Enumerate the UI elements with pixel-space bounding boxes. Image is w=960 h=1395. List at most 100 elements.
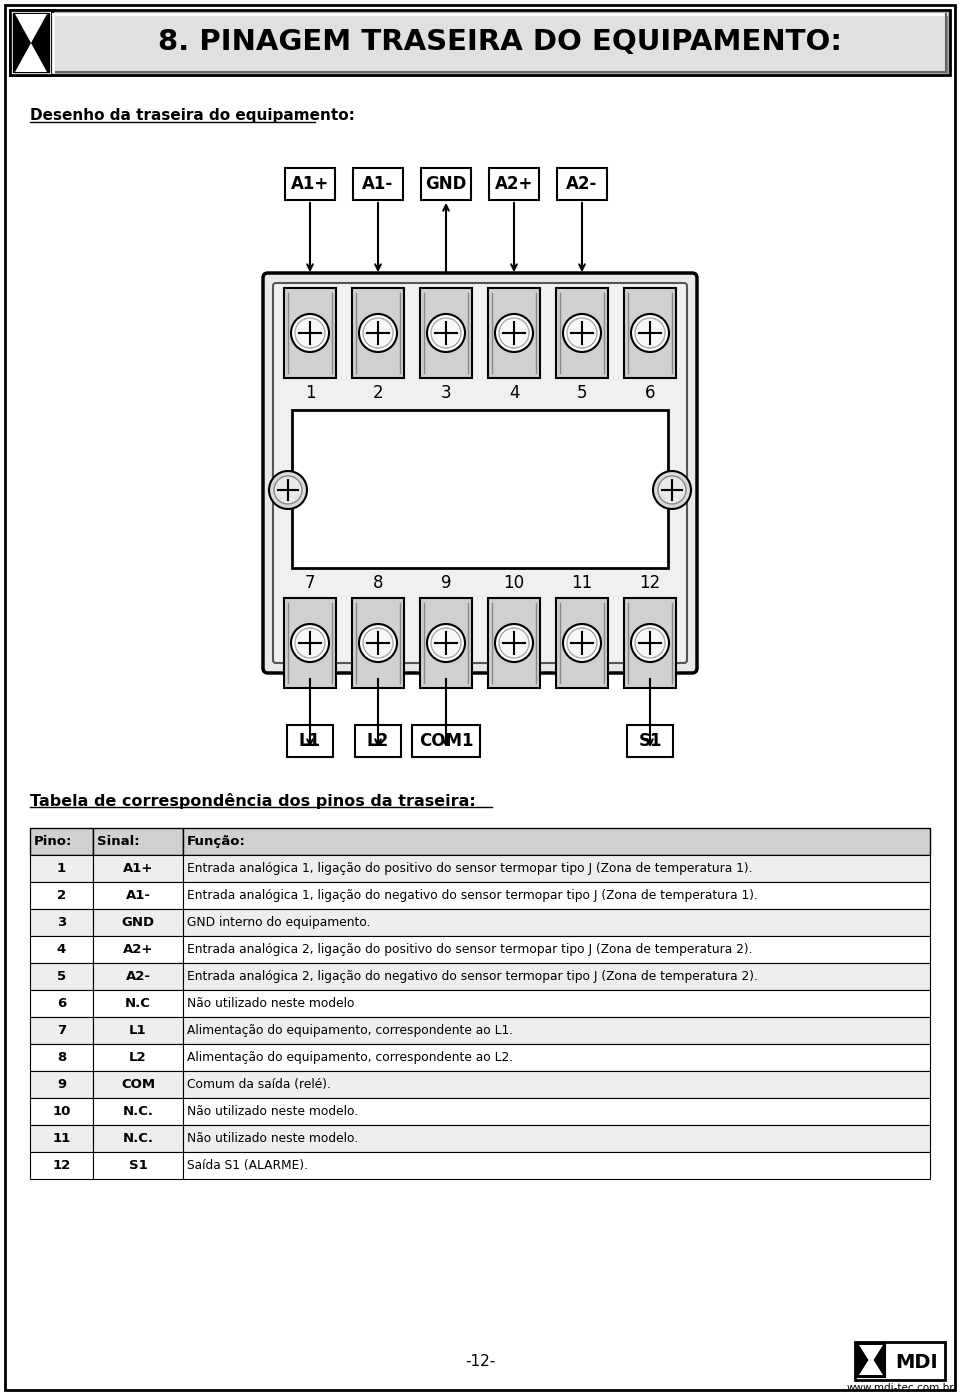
Text: Comum da saída (relé).: Comum da saída (relé).: [187, 1078, 331, 1091]
Bar: [30, 1152, 93, 1179]
Bar: [93, 829, 183, 855]
Text: N.C.: N.C.: [123, 1105, 154, 1117]
Text: www.mdi-tec.com.br: www.mdi-tec.com.br: [846, 1382, 954, 1394]
Text: A2-: A2-: [566, 174, 598, 193]
Polygon shape: [15, 43, 47, 73]
Bar: [183, 1124, 930, 1152]
Text: 12: 12: [53, 1159, 71, 1172]
Bar: [857, 1343, 885, 1377]
Text: 1: 1: [57, 862, 66, 875]
Text: Entrada analógica 1, ligação do positivo do sensor termopar tipo J (Zona de temp: Entrada analógica 1, ligação do positivo…: [187, 862, 753, 875]
Polygon shape: [859, 1356, 883, 1375]
Text: S1: S1: [638, 732, 661, 751]
Bar: [30, 1017, 93, 1043]
Bar: [30, 1098, 93, 1124]
Text: L2: L2: [130, 1050, 147, 1064]
Text: 8. PINAGEM TRASEIRA DO EQUIPAMENTO:: 8. PINAGEM TRASEIRA DO EQUIPAMENTO:: [158, 28, 842, 56]
Circle shape: [295, 318, 325, 347]
Text: A2-: A2-: [126, 970, 151, 983]
Polygon shape: [15, 14, 47, 43]
Text: A2+: A2+: [123, 943, 154, 956]
Bar: [353, 167, 403, 199]
Circle shape: [635, 318, 665, 347]
Bar: [10, 10, 52, 75]
Text: Sinal:: Sinal:: [97, 836, 139, 848]
Bar: [93, 936, 183, 963]
Text: 2: 2: [57, 889, 66, 903]
Bar: [30, 855, 93, 882]
Circle shape: [363, 318, 393, 347]
Circle shape: [274, 476, 302, 504]
Circle shape: [631, 624, 669, 663]
Bar: [855, 1342, 945, 1380]
Circle shape: [563, 624, 601, 663]
Text: 6: 6: [645, 384, 656, 402]
Text: Entrada analógica 1, ligação do negativo do sensor termopar tipo J (Zona de temp: Entrada analógica 1, ligação do negativo…: [187, 889, 757, 903]
Polygon shape: [859, 1345, 883, 1364]
Text: Alimentação do equipamento, correspondente ao L1.: Alimentação do equipamento, corresponden…: [187, 1024, 514, 1036]
Bar: [52, 14, 947, 73]
Bar: [93, 1124, 183, 1152]
Bar: [30, 936, 93, 963]
Bar: [489, 167, 539, 199]
Bar: [183, 855, 930, 882]
Bar: [183, 910, 930, 936]
Circle shape: [269, 472, 307, 509]
Text: 9: 9: [441, 573, 451, 591]
Circle shape: [567, 318, 597, 347]
Bar: [30, 829, 93, 855]
Text: GND: GND: [425, 174, 467, 193]
Text: GND: GND: [121, 917, 155, 929]
Text: 8: 8: [372, 573, 383, 591]
Text: Não utilizado neste modelo: Não utilizado neste modelo: [187, 997, 354, 1010]
Text: 5: 5: [57, 970, 66, 983]
Circle shape: [431, 628, 461, 658]
Circle shape: [563, 314, 601, 352]
Bar: [183, 1017, 930, 1043]
Text: Tabela de correspondência dos pinos da traseira:: Tabela de correspondência dos pinos da t…: [30, 792, 476, 809]
Text: Pino:: Pino:: [34, 836, 72, 848]
Circle shape: [635, 628, 665, 658]
Circle shape: [291, 314, 329, 352]
Bar: [352, 287, 404, 378]
Circle shape: [499, 628, 529, 658]
Bar: [183, 882, 930, 910]
Bar: [352, 598, 404, 688]
Text: 9: 9: [57, 1078, 66, 1091]
Bar: [183, 990, 930, 1017]
Circle shape: [495, 624, 533, 663]
Circle shape: [359, 314, 397, 352]
Circle shape: [359, 624, 397, 663]
Text: 11: 11: [571, 573, 592, 591]
Bar: [93, 963, 183, 990]
Text: 8: 8: [57, 1050, 66, 1064]
Text: A1-: A1-: [362, 174, 394, 193]
Text: 1: 1: [304, 384, 315, 402]
Text: 10: 10: [503, 573, 524, 591]
Bar: [488, 287, 540, 378]
Circle shape: [653, 472, 691, 509]
Text: -12-: -12-: [465, 1355, 495, 1370]
Bar: [627, 725, 673, 757]
Text: GND interno do equipamento.: GND interno do equipamento.: [187, 917, 371, 929]
Bar: [30, 1043, 93, 1071]
Text: 3: 3: [441, 384, 451, 402]
Bar: [183, 936, 930, 963]
Text: Entrada analógica 2, ligação do positivo do sensor termopar tipo J (Zona de temp: Entrada analógica 2, ligação do positivo…: [187, 943, 753, 956]
Text: Alimentação do equipamento, correspondente ao L2.: Alimentação do equipamento, corresponden…: [187, 1050, 514, 1064]
Circle shape: [499, 318, 529, 347]
Bar: [30, 963, 93, 990]
Bar: [284, 287, 336, 378]
Text: A1+: A1+: [123, 862, 154, 875]
Bar: [93, 855, 183, 882]
Bar: [420, 287, 472, 378]
Text: N.C: N.C: [125, 997, 151, 1010]
Bar: [10, 10, 950, 75]
Text: 11: 11: [53, 1131, 71, 1145]
Bar: [183, 1043, 930, 1071]
Bar: [93, 1152, 183, 1179]
Bar: [420, 598, 472, 688]
Text: 4: 4: [509, 384, 519, 402]
Circle shape: [291, 624, 329, 663]
Bar: [488, 598, 540, 688]
